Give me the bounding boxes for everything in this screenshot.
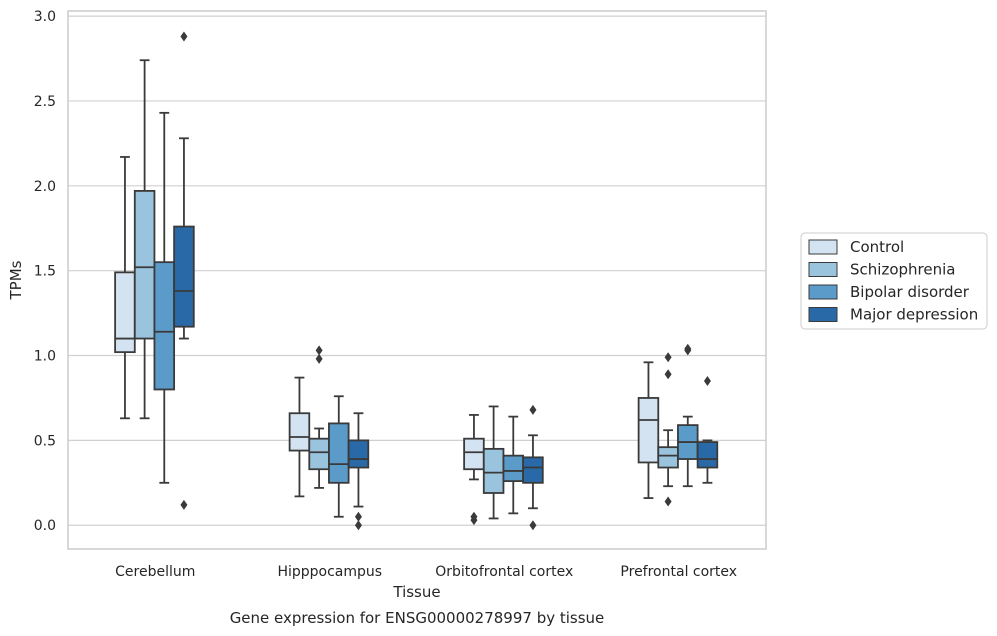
box-body [308,437,330,471]
outlier-point [664,369,672,380]
outlier-point [684,345,692,356]
box-control [463,414,485,526]
chart-caption: Gene expression for ENSG00000278997 by t… [230,609,605,627]
box-body [482,447,505,494]
y-tick-label: 2.5 [34,94,56,110]
legend-label: Major depression [850,306,978,324]
outlier-point [470,515,478,526]
y-tick-label: 1.5 [34,264,56,280]
box-schizophrenia [657,352,679,507]
box-body [153,261,176,391]
box-body [637,397,660,464]
box-body [114,271,136,354]
box-body [347,439,370,469]
box-body [328,422,350,484]
y-tick-labels: 0.0 0.5 1.0 1.5 2.0 2.5 3.0 [34,9,56,534]
outlier-point [529,520,537,531]
y-tick-label: 3.0 [34,9,56,25]
legend-swatch [808,239,838,255]
legend: Control Schizophrenia Bipolar disorder Majo… [800,232,988,330]
box-bipolar-disorder [502,415,525,515]
legend-label: Control [850,238,904,256]
outlier-point [664,496,672,507]
legend-frame [800,232,988,330]
plot-frame [67,10,767,550]
box-major-depression [347,412,370,531]
box-body [657,446,679,469]
outlier-point [354,520,362,531]
y-tick-label: 1.0 [34,349,56,365]
x-tick-labels: Cerebellum Hipppocampus Orbitofrontal cort… [115,564,737,580]
outlier-point [354,511,362,522]
box-body [173,225,195,328]
outlier-point [180,31,188,42]
outlier-point [664,352,672,363]
outlier-point [703,375,711,386]
box-body [463,437,485,471]
outlier-point [180,499,188,510]
legend-swatch [808,284,838,300]
box-body [288,412,311,452]
box-control [114,156,136,420]
box-control [637,361,660,499]
x-tick-label: Orbitofrontal cortex [435,564,573,580]
x-axis-label: Tissue [392,583,440,601]
box-body [696,441,719,469]
box-major-depression [173,31,195,510]
x-tick-label: Cerebellum [115,564,195,580]
legend-label: Schizophrenia [850,261,955,279]
boxplot-marks [114,31,719,531]
box-bipolar-disorder [328,395,350,518]
y-tick-label: 2.0 [34,179,56,195]
legend-swatch [808,307,838,322]
outlier-point [529,404,537,415]
box-major-depression [696,375,719,484]
x-tick-label: Prefrontal cortex [620,564,737,580]
box-schizophrenia [133,59,156,420]
box-schizophrenia [482,405,505,520]
x-tick-label: Hipppocampus [277,564,382,580]
box-body [522,456,544,484]
outlier-point [315,345,323,356]
box-body [133,189,156,340]
y-axis-label: TPMs [7,260,25,300]
legend-swatch [808,262,838,277]
outlier-point [315,353,323,364]
box-control [288,376,311,498]
y-tick-label: 0.5 [34,433,56,449]
y-tick-label: 0.0 [34,518,56,534]
box-body [502,454,525,483]
box-major-depression [522,404,544,531]
legend-label: Bipolar disorder [850,283,970,301]
